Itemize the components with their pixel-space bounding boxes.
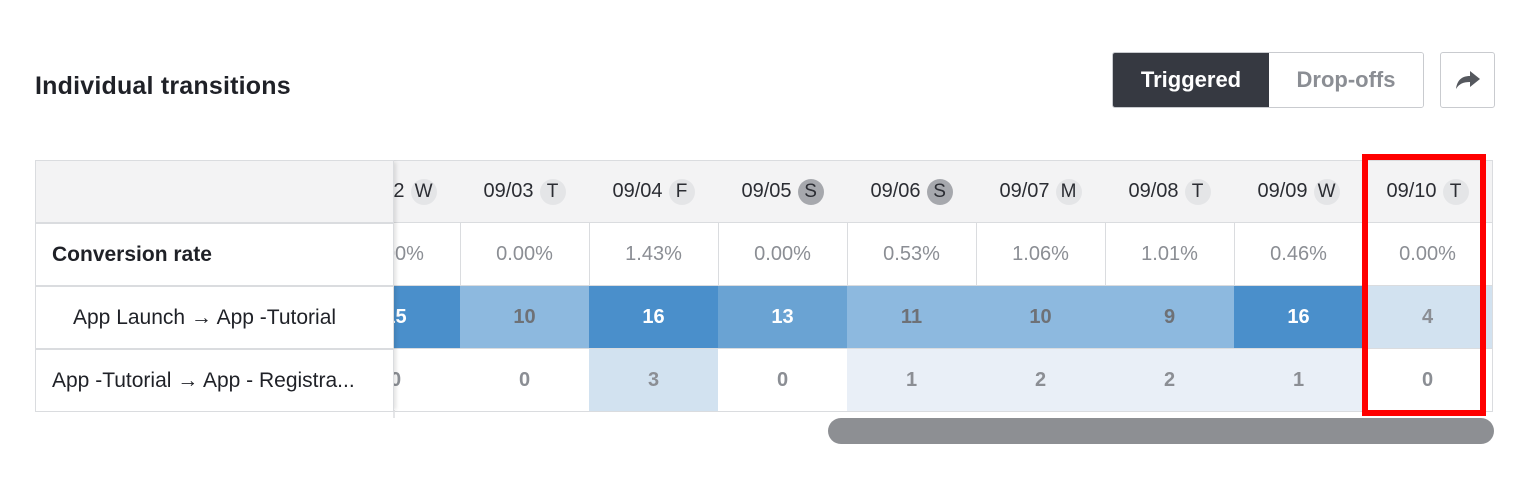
date-label: 09/04 bbox=[612, 180, 663, 202]
date-column: 09/07 M 1.06% 10 2 bbox=[976, 160, 1106, 412]
conversion-rate-cell: 1.43% bbox=[589, 223, 719, 286]
transition-count-cell[interactable]: 3 bbox=[589, 349, 719, 412]
date-header-cell: 09/04 F bbox=[589, 160, 719, 223]
date-label: 09/06 bbox=[870, 180, 921, 202]
dropoffs-toggle-button[interactable]: Drop-offs bbox=[1269, 53, 1423, 107]
date-header-cell: 09/03 T bbox=[460, 160, 590, 223]
conversion-rate-cell: 0.00% bbox=[1363, 223, 1493, 286]
date-header-cell: 09/08 T bbox=[1105, 160, 1235, 223]
share-button[interactable] bbox=[1440, 52, 1495, 108]
weekday-badge: T bbox=[1184, 178, 1211, 205]
conversion-rate-cell: 0.53% bbox=[847, 223, 977, 286]
weekday-badge: T bbox=[539, 178, 566, 205]
date-column: 09/09 W 0.46% 16 1 bbox=[1234, 160, 1364, 412]
conversion-rate-cell: 0.46% bbox=[1234, 223, 1364, 286]
transition-count-cell[interactable]: 2 bbox=[1105, 349, 1235, 412]
weekday-badge: F bbox=[668, 178, 695, 205]
transition-count-cell[interactable]: 0 bbox=[460, 349, 590, 412]
share-arrow-icon bbox=[1455, 71, 1480, 89]
conversion-rate-cell: 1.06% bbox=[976, 223, 1106, 286]
weekday-badge: M bbox=[1055, 178, 1082, 205]
date-header-cell: 09/07 M bbox=[976, 160, 1106, 223]
weekday-badge: S bbox=[797, 178, 824, 205]
transition-label-tutorial-registration: App -Tutorial → App - Registra... bbox=[35, 349, 394, 412]
transition-count-cell[interactable]: 0 bbox=[1363, 349, 1493, 412]
row-labels-column: Conversion rate App Launch → App -Tutori… bbox=[35, 160, 394, 412]
transition-label-launch-tutorial: App Launch → App -Tutorial bbox=[35, 286, 394, 349]
transition-count-cell[interactable]: 4 bbox=[1363, 286, 1493, 349]
transition-count-cell[interactable]: 11 bbox=[847, 286, 977, 349]
transition-count-cell[interactable]: 10 bbox=[976, 286, 1106, 349]
conversion-rate-label: Conversion rate bbox=[35, 223, 394, 286]
date-header-cell: 09/09 W bbox=[1234, 160, 1364, 223]
transition-count-cell[interactable]: 9 bbox=[1105, 286, 1235, 349]
transition-count-cell[interactable]: 2 bbox=[976, 349, 1106, 412]
date-column: 09/03 T 0.00% 10 0 bbox=[460, 160, 590, 412]
scroll-divider bbox=[393, 410, 395, 418]
transition-count-cell[interactable]: 16 bbox=[589, 286, 719, 349]
date-column: 09/10 T 0.00% 4 0 bbox=[1363, 160, 1493, 412]
transition-count-cell[interactable]: 1 bbox=[847, 349, 977, 412]
weekday-badge: W bbox=[1313, 178, 1340, 205]
date-header-cell: 09/05 S bbox=[718, 160, 848, 223]
table-scroll-area[interactable]: 09/02W0.00%15009/03T0.00%10009/04F1.43%1… bbox=[35, 160, 1495, 412]
conversion-rate-cell: 1.01% bbox=[1105, 223, 1235, 286]
transition-count-cell[interactable]: 0 bbox=[718, 349, 848, 412]
view-toggle: Triggered Drop-offs bbox=[1112, 52, 1424, 108]
transition-count-cell[interactable]: 1 bbox=[1234, 349, 1364, 412]
date-header-cell: 09/06 S bbox=[847, 160, 977, 223]
transition-count-cell[interactable]: 10 bbox=[460, 286, 590, 349]
date-column: 09/06 S 0.53% 11 1 bbox=[847, 160, 977, 412]
section-title: Individual transitions bbox=[35, 72, 291, 100]
horizontal-scrollbar[interactable] bbox=[828, 418, 1494, 444]
date-column: 09/05 S 0.00% 13 0 bbox=[718, 160, 848, 412]
date-column: 09/08 T 1.01% 9 2 bbox=[1105, 160, 1235, 412]
triggered-toggle-button[interactable]: Triggered bbox=[1113, 53, 1269, 107]
transition-count-cell[interactable]: 13 bbox=[718, 286, 848, 349]
date-label: 09/05 bbox=[741, 180, 792, 202]
date-label: 09/10 bbox=[1386, 180, 1437, 202]
transitions-table: 09/02W0.00%15009/03T0.00%10009/04F1.43%1… bbox=[35, 160, 1495, 412]
date-label: 09/09 bbox=[1257, 180, 1308, 202]
date-label: 09/08 bbox=[1128, 180, 1179, 202]
transition-count-cell[interactable]: 16 bbox=[1234, 286, 1364, 349]
date-header-cell: 09/10 T bbox=[1363, 160, 1493, 223]
date-label: 09/03 bbox=[483, 180, 534, 202]
conversion-rate-cell: 0.00% bbox=[718, 223, 848, 286]
date-column: 09/04 F 1.43% 16 3 bbox=[589, 160, 719, 412]
date-label: 09/07 bbox=[999, 180, 1050, 202]
conversion-rate-cell: 0.00% bbox=[460, 223, 590, 286]
corner-header-cell bbox=[35, 160, 394, 223]
weekday-badge: W bbox=[410, 178, 437, 205]
weekday-badge: S bbox=[926, 178, 953, 205]
weekday-badge: T bbox=[1442, 178, 1469, 205]
